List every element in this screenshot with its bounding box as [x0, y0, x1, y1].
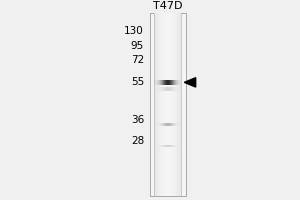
Bar	[156, 13, 157, 196]
Bar	[180, 13, 181, 196]
Bar	[161, 13, 162, 196]
Text: 36: 36	[131, 115, 144, 125]
Bar	[173, 13, 174, 196]
Bar	[165, 13, 166, 196]
Bar	[176, 13, 177, 196]
Bar	[160, 13, 161, 196]
Bar	[154, 13, 155, 196]
Bar	[155, 13, 156, 196]
Bar	[177, 13, 178, 196]
Bar	[179, 13, 180, 196]
Text: 130: 130	[124, 26, 144, 36]
Bar	[167, 13, 168, 196]
Text: T47D: T47D	[153, 1, 183, 11]
Bar	[150, 13, 186, 196]
Bar	[178, 13, 179, 196]
Bar	[160, 13, 161, 196]
Bar	[157, 13, 158, 196]
Text: 72: 72	[131, 55, 144, 65]
Bar	[169, 13, 170, 196]
Bar	[172, 13, 173, 196]
Bar	[168, 13, 169, 196]
Text: 28: 28	[131, 136, 144, 146]
Bar	[174, 13, 175, 196]
Polygon shape	[184, 78, 196, 87]
Bar	[171, 13, 172, 196]
Bar	[170, 13, 171, 196]
Bar	[166, 13, 167, 196]
Bar	[159, 13, 160, 196]
Bar	[163, 13, 164, 196]
Bar	[164, 13, 165, 196]
Text: 95: 95	[131, 41, 144, 51]
Text: 55: 55	[131, 77, 144, 87]
Bar	[162, 13, 163, 196]
Bar	[158, 13, 159, 196]
